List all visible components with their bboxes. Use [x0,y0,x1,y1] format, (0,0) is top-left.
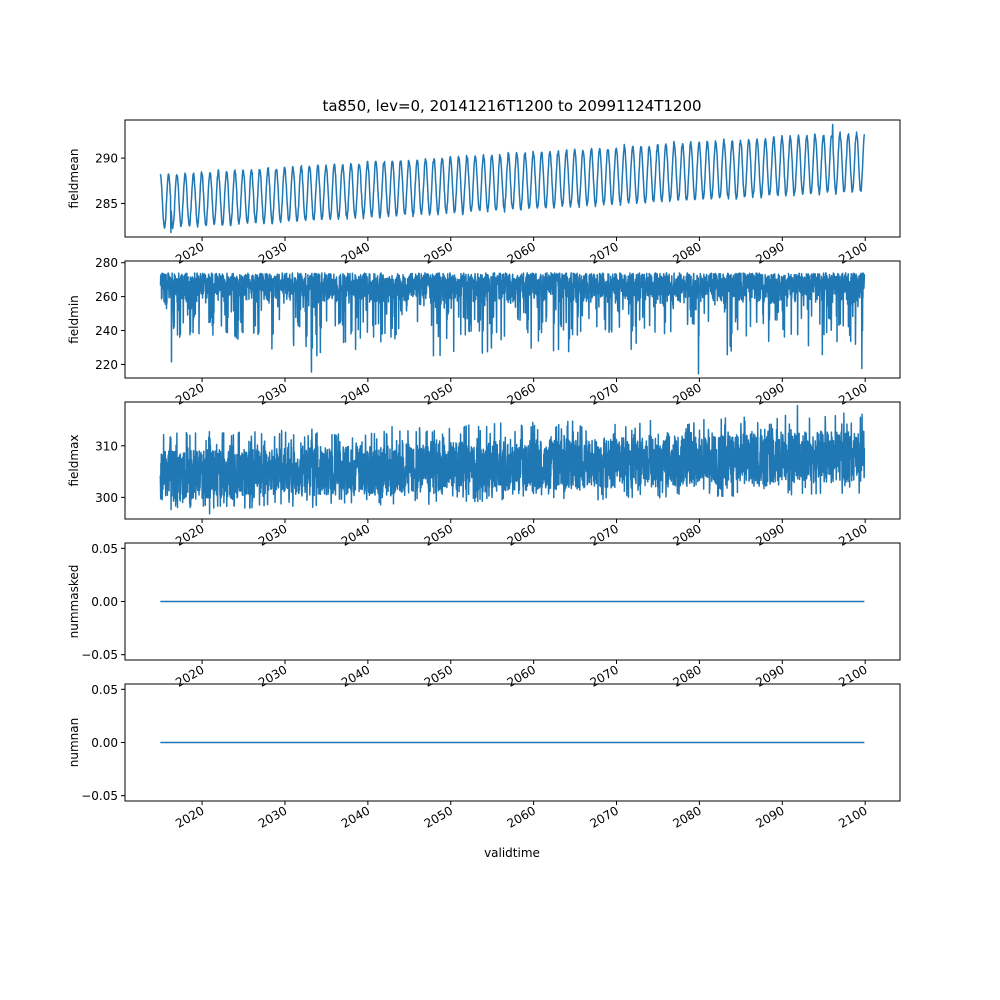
series-line [159,123,866,234]
y-tick-label: −0.05 [81,648,118,662]
series-line [159,404,866,515]
y-axis-label: fieldmin [67,295,81,344]
y-tick-label: 0.05 [91,542,118,556]
axes-frame [124,119,901,238]
series-line [159,272,866,375]
x-tick-label: 2090 [753,803,786,830]
y-tick-label: 290 [95,152,118,166]
axes-frame [124,401,901,520]
x-tick-label: 2100 [836,803,869,830]
y-tick-label: 0.00 [91,595,118,609]
x-tick-label: 2060 [505,803,538,830]
y-tick-label: 285 [95,197,118,211]
y-tick-label: −0.05 [81,789,118,803]
y-tick-label: 240 [95,324,118,338]
y-tick-label: 260 [95,290,118,304]
x-tick-label: 2030 [256,803,289,830]
x-tick-label: 2040 [339,803,372,830]
y-axis-label: nummasked [67,565,81,639]
y-tick-label: 0.05 [91,683,118,697]
y-tick-label: 310 [95,439,118,453]
y-tick-label: 300 [95,491,118,505]
y-tick-label: 280 [95,256,118,270]
axes-frame [124,260,901,379]
x-tick-label: 2050 [422,803,455,830]
x-tick-label: 2070 [588,803,621,830]
y-tick-label: 220 [95,358,118,372]
x-axis-label: validtime [484,846,540,860]
y-axis-label: numnan [67,718,81,767]
x-tick-label: 2080 [670,803,703,830]
numnan-panel: −0.05 0.00 0.05 numnan 2020 2030 2040 2050 2060 2… [67,683,901,831]
x-tick-label: 2020 [173,803,206,830]
y-tick-label: 0.00 [91,736,118,750]
y-axis-label: fieldmean [67,149,81,209]
panels: −0.05 0.00 0.05 numnan 2020 2030 2040 2050 2060 2… [67,119,901,831]
axes-background [125,120,900,237]
y-axis-label: fieldmax [67,434,81,486]
figure-title: ta850, lev=0, 20141216T1200 to 20991124T… [322,97,701,115]
